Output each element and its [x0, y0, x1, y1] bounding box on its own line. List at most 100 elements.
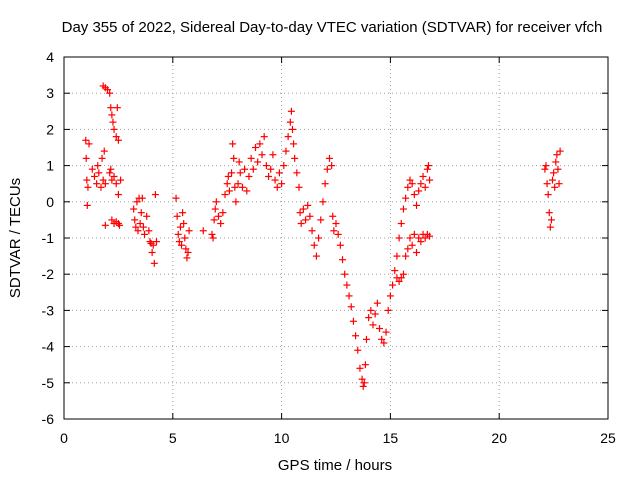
data-point	[235, 158, 243, 166]
data-point	[421, 234, 429, 242]
data-point	[328, 162, 336, 170]
data-point	[399, 205, 407, 213]
data-point	[110, 172, 118, 180]
data-point	[109, 118, 117, 126]
data-point	[369, 321, 377, 329]
data-point	[265, 172, 273, 180]
data-point	[88, 165, 96, 173]
data-point	[267, 165, 275, 173]
data-point	[330, 227, 338, 235]
data-point	[325, 154, 333, 162]
data-point	[82, 154, 90, 162]
data-point	[312, 252, 320, 260]
data-point	[365, 314, 373, 322]
data-point	[284, 133, 292, 141]
data-point	[280, 162, 288, 170]
data-point	[138, 194, 146, 202]
data-point	[551, 183, 559, 191]
data-point	[251, 144, 259, 151]
data-point	[371, 310, 379, 318]
data-point	[100, 147, 108, 155]
data-point	[417, 238, 425, 246]
data-point	[339, 256, 347, 264]
data-point	[199, 227, 207, 235]
y-tick-label: -3	[42, 302, 55, 318]
data-point	[332, 220, 340, 228]
data-point	[230, 154, 238, 162]
data-point	[143, 212, 151, 220]
data-point	[278, 180, 286, 188]
data-point	[299, 205, 307, 213]
data-point	[225, 187, 233, 195]
data-point	[554, 165, 562, 173]
data-point	[341, 270, 349, 278]
data-point	[413, 248, 421, 256]
data-point	[408, 241, 416, 249]
data-point	[297, 220, 305, 228]
data-point	[114, 136, 122, 144]
data-point	[389, 281, 397, 289]
data-point	[345, 292, 353, 300]
data-point	[423, 165, 431, 173]
data-point	[221, 191, 229, 199]
data-point	[182, 245, 190, 253]
data-point	[343, 281, 351, 289]
y-tick-label: -5	[42, 375, 55, 391]
data-point	[151, 191, 159, 199]
data-point	[152, 238, 160, 246]
data-point	[146, 238, 154, 246]
data-point	[544, 191, 552, 199]
data-point	[110, 125, 118, 133]
data-point	[402, 252, 410, 260]
x-tick-label: 0	[60, 430, 68, 446]
data-point	[241, 165, 249, 173]
data-point	[108, 216, 116, 224]
data-point	[269, 151, 277, 159]
data-point	[90, 172, 98, 180]
data-point	[243, 187, 251, 195]
data-point	[288, 125, 296, 133]
data-point	[362, 335, 370, 343]
data-point	[317, 216, 325, 224]
data-point	[287, 107, 295, 115]
data-point	[373, 299, 381, 307]
data-point	[308, 227, 316, 235]
data-point	[549, 176, 557, 184]
data-point	[107, 104, 115, 112]
data-point	[296, 209, 304, 217]
data-point	[106, 169, 114, 177]
data-point	[256, 140, 264, 148]
data-point	[208, 230, 216, 238]
data-point	[236, 169, 244, 177]
data-point	[360, 379, 368, 387]
data-point	[415, 234, 423, 242]
data-point	[542, 162, 550, 170]
data-point	[112, 180, 120, 188]
data-point	[108, 176, 116, 184]
y-tick-label: 4	[46, 49, 54, 65]
data-point	[133, 198, 141, 206]
data-point	[286, 118, 294, 126]
data-point	[361, 361, 369, 369]
data-point	[101, 180, 109, 188]
data-point	[310, 241, 318, 249]
data-point	[421, 183, 429, 191]
data-point	[104, 86, 112, 94]
axis-ticks	[63, 56, 609, 420]
data-point	[321, 180, 329, 188]
data-point	[174, 230, 182, 238]
data-point	[139, 223, 147, 231]
data-point	[113, 104, 121, 112]
data-point	[219, 209, 227, 217]
data-point	[397, 274, 405, 282]
data-point	[546, 223, 554, 231]
data-point	[229, 140, 237, 148]
data-point	[214, 212, 222, 220]
data-point	[424, 162, 432, 170]
data-point	[402, 194, 410, 202]
data-point	[83, 201, 91, 209]
data-point	[180, 220, 188, 228]
data-point	[282, 147, 290, 155]
data-point	[395, 277, 403, 285]
data-point	[415, 187, 423, 195]
